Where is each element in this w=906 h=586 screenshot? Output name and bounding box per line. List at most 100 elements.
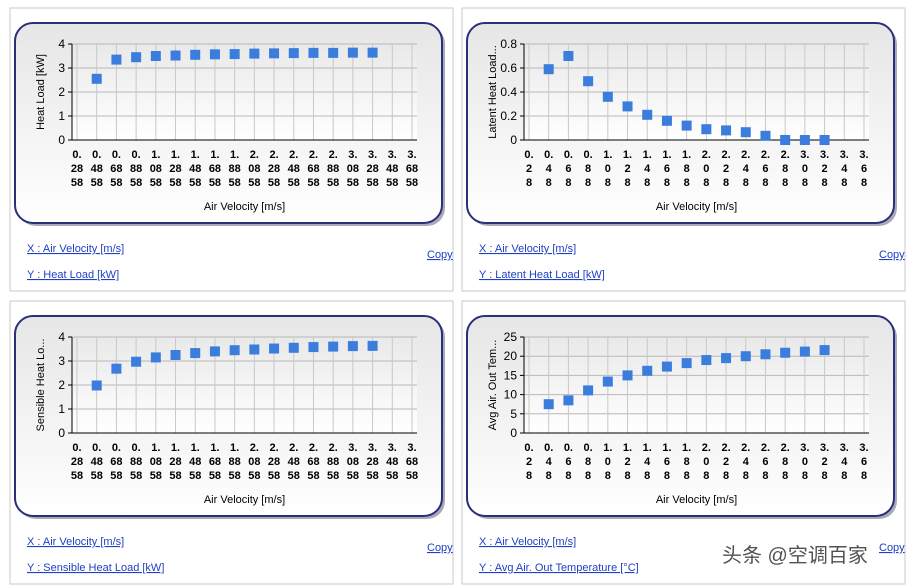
- marker: [367, 47, 378, 58]
- marker: [642, 109, 653, 120]
- y-axis-title: Sensible Heat Lo...: [35, 339, 47, 432]
- x-tick-label: 2. 6 8: [761, 442, 770, 482]
- x-tick-label: 2. 8 8: [781, 149, 790, 189]
- marker: [111, 363, 122, 374]
- marker: [190, 49, 201, 60]
- marker: [543, 64, 554, 75]
- y-link[interactable]: Y : Heat Load [kW]: [27, 269, 119, 281]
- marker: [780, 135, 791, 145]
- y-tick-label: 0: [58, 133, 65, 147]
- x-tick-label: 1. 8 8: [682, 149, 691, 189]
- y-tick-label: 0: [510, 133, 517, 147]
- marker: [288, 342, 299, 353]
- copy-link[interactable]: Copy: [879, 542, 905, 554]
- x-tick-label: 0. 28 58: [71, 442, 83, 482]
- x-tick-label: 1. 8 8: [682, 442, 691, 482]
- x-tick-label: 1. 88 58: [229, 442, 241, 482]
- marker: [721, 353, 732, 364]
- x-tick-label: 3. 08 58: [347, 149, 359, 189]
- y-link[interactable]: Y : Sensible Heat Load [kW]: [27, 562, 164, 574]
- marker: [701, 355, 712, 366]
- x-link[interactable]: X : Air Velocity [m/s]: [479, 536, 576, 548]
- x-tick-label: 3. 68 58: [406, 149, 418, 189]
- marker: [799, 346, 810, 357]
- x-tick-label: 2. 28 58: [268, 149, 280, 189]
- x-axis-title: Air Velocity [m/s]: [656, 201, 737, 213]
- x-tick-label: 3. 2 8: [820, 442, 829, 482]
- x-tick-label: 0. 68 58: [110, 149, 122, 189]
- x-tick-label: 2. 0 8: [702, 442, 711, 482]
- marker: [328, 341, 339, 352]
- x-tick-label: 1. 08 58: [150, 442, 162, 482]
- x-tick-label: 1. 88 58: [229, 149, 241, 189]
- x-link[interactable]: X : Air Velocity [m/s]: [27, 243, 124, 255]
- marker: [249, 48, 260, 59]
- x-link[interactable]: X : Air Velocity [m/s]: [479, 243, 576, 255]
- x-tick-label: 2. 08 58: [248, 442, 260, 482]
- y-tick-label: 0: [510, 426, 517, 440]
- y-link[interactable]: Y : Latent Heat Load [kW]: [479, 269, 605, 281]
- marker: [91, 73, 102, 84]
- x-tick-label: 0. 6 8: [564, 149, 573, 189]
- copy-link[interactable]: Copy: [427, 542, 453, 554]
- marker: [661, 115, 672, 126]
- y-tick-label: 4: [58, 330, 65, 344]
- marker: [721, 125, 732, 136]
- marker: [229, 345, 240, 356]
- y-tick-label: 10: [504, 388, 518, 402]
- y-tick-label: 1: [58, 402, 65, 416]
- marker: [269, 343, 280, 354]
- x-tick-label: 2. 88 58: [327, 149, 339, 189]
- plot-area: [524, 337, 869, 433]
- y-tick-label: 2: [58, 378, 65, 392]
- copy-link[interactable]: Copy: [427, 249, 453, 261]
- x-tick-label: 1. 48 58: [189, 149, 201, 189]
- x-tick-label: 1. 68 58: [209, 442, 221, 482]
- x-tick-label: 0. 68 58: [110, 442, 122, 482]
- marker: [209, 49, 220, 60]
- marker: [308, 342, 319, 353]
- x-tick-label: 3. 6 8: [859, 442, 868, 482]
- x-tick-label: 2. 4 8: [741, 442, 750, 482]
- marker: [367, 340, 378, 351]
- marker: [622, 370, 633, 381]
- x-tick-label: 3. 08 58: [347, 442, 359, 482]
- x-tick-label: 1. 08 58: [150, 149, 162, 189]
- x-tick-label: 0. 8 8: [584, 149, 593, 189]
- x-tick-label: 1. 68 58: [209, 149, 221, 189]
- y-tick-label: 0: [58, 426, 65, 440]
- marker: [583, 385, 594, 396]
- copy-link[interactable]: Copy: [879, 249, 905, 261]
- marker: [602, 376, 613, 387]
- x-tick-label: 2. 2 8: [721, 442, 730, 482]
- y-tick-label: 0.4: [500, 85, 517, 99]
- marker: [563, 395, 574, 406]
- marker: [150, 352, 161, 363]
- marker: [91, 380, 102, 391]
- y-tick-label: 3: [58, 354, 65, 368]
- x-tick-label: 2. 0 8: [702, 149, 711, 189]
- marker: [150, 51, 161, 61]
- x-tick-label: 3. 48 58: [386, 149, 398, 189]
- y-tick-label: 2: [58, 85, 65, 99]
- y-tick-label: 3: [58, 61, 65, 75]
- marker: [131, 52, 142, 63]
- x-tick-label: 1. 6 8: [662, 149, 671, 189]
- marker: [328, 47, 339, 58]
- x-tick-label: 1. 4 8: [643, 442, 652, 482]
- y-axis-title: Heat Load [kW]: [35, 54, 47, 130]
- y-link[interactable]: Y : Avg Air. Out Temperature [°C]: [479, 562, 639, 574]
- marker: [583, 76, 594, 87]
- x-tick-label: 0. 48 58: [91, 149, 103, 189]
- marker: [308, 47, 319, 58]
- x-tick-label: 2. 4 8: [741, 149, 750, 189]
- marker: [190, 348, 201, 359]
- x-tick-label: 2. 88 58: [327, 442, 339, 482]
- x-tick-label: 3. 4 8: [840, 442, 849, 482]
- x-link[interactable]: X : Air Velocity [m/s]: [27, 536, 124, 548]
- marker: [740, 127, 751, 138]
- y-tick-label: 1: [58, 109, 65, 123]
- marker: [740, 351, 751, 362]
- marker: [249, 344, 260, 355]
